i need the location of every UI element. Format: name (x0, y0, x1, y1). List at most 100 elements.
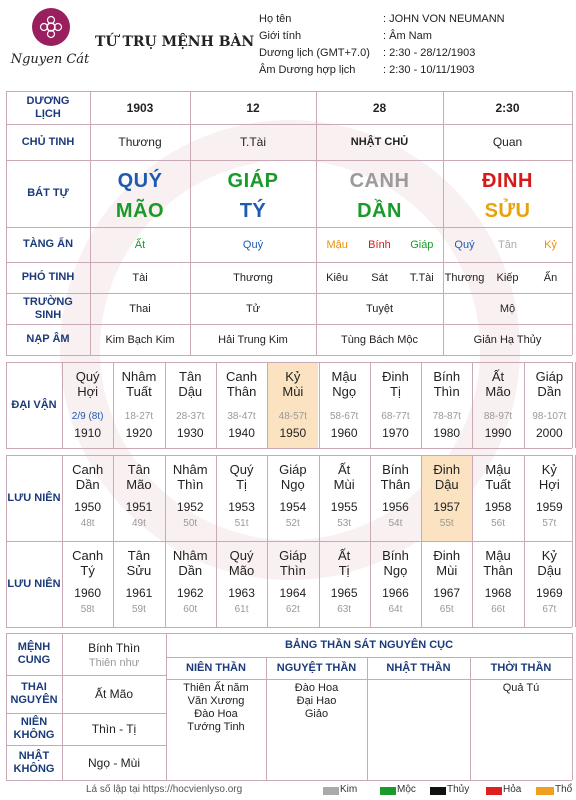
row-label-duong_lich: DƯƠNG LỊCH (26, 94, 70, 120)
luu-nien-age: 64t (388, 603, 403, 615)
dai-van-chi: Thân (226, 384, 257, 399)
dai-van-chi: Ngọ (332, 384, 357, 399)
grid-line (316, 91, 317, 355)
grid-line (318, 541, 320, 627)
than-sat-item: Tướng Tinh (187, 720, 245, 733)
luu-nien-can: Ất (338, 462, 351, 477)
than-sat-title: BẢNG THẦN SÁT NGUYÊN CỤC (284, 638, 454, 651)
than-sat-item: Quả Tú (502, 681, 540, 694)
grid-line (113, 362, 115, 448)
pillar-chi: DẦN (357, 199, 402, 222)
grid-line (572, 455, 573, 541)
dai-van-year: 1950 (279, 426, 307, 440)
luu-nien-chi: Sửu (126, 563, 152, 578)
luu-nien-age: 53t (337, 517, 352, 529)
dai-van-year: 1940 (228, 426, 255, 440)
luu-nien-year: 1951 (125, 500, 153, 514)
than-sat-header: NHẬT THẦN (386, 661, 451, 674)
grid-line (421, 362, 423, 448)
pho-tinh-item: Thương (233, 271, 273, 284)
pho-tinh-item: Thương (444, 271, 485, 284)
luu-nien-can: Canh (72, 462, 104, 477)
luu-nien-year: 1968 (484, 586, 512, 600)
than-sat-header: THỜI THẦN (490, 661, 552, 674)
tang-an-item: Ất (134, 238, 146, 251)
dai-van-can: Tân (179, 369, 202, 384)
than-sat-item: Đại Hao (296, 694, 337, 707)
pillar-chi: MÃO (115, 199, 165, 222)
truong-sinh-value: Tử (245, 302, 261, 315)
luu-nien-can: Mậu (485, 548, 511, 563)
grid-line (164, 541, 166, 627)
grid-line (6, 780, 572, 781)
pho-tinh-item: Tài (132, 271, 148, 284)
luu-nien-label: LƯU NIÊN (7, 577, 61, 590)
luu-nien-can: Đinh (433, 548, 461, 563)
luu-nien-chi: Ngọ (383, 563, 408, 578)
grid-line (166, 679, 572, 680)
grid-line (6, 455, 7, 541)
luu-nien-year: 1958 (484, 500, 512, 514)
info-label: Giới tính (259, 30, 302, 42)
row-label-truong_sinh: TRƯỜNG SINH (23, 295, 73, 321)
pillar-chu-tinh: NHẬT CHỦ (350, 136, 409, 148)
luu-nien-age: 49t (131, 517, 146, 529)
than-sat-item: Đào Hoa (194, 707, 238, 720)
grid-line (572, 633, 573, 780)
grid-line (367, 657, 368, 780)
luu-nien-can: Kỷ (541, 462, 557, 477)
luu-nien-year: 1952 (176, 500, 204, 514)
dai-van-label: ĐẠI VẬN (11, 398, 57, 411)
grid-line (6, 713, 166, 714)
grid-line (421, 541, 423, 627)
grid-line (6, 91, 572, 92)
pho-tinh-item: Kiếp (496, 271, 519, 284)
dai-van-chi: Mùi (282, 384, 304, 399)
dai-van-age: 88-97t (483, 410, 513, 422)
luu-nien-can: Tân (127, 548, 151, 563)
row-label-chu_tinh: CHỦ TINH (21, 135, 75, 148)
grid-line (267, 362, 269, 448)
grid-line (472, 455, 474, 541)
grid-line (6, 91, 7, 355)
luu-nien-year: 1969 (535, 586, 563, 600)
pillar-chi: SỬU (484, 199, 531, 222)
tang-an-item: Quý (242, 238, 264, 251)
luu-nien-year: 1954 (279, 500, 307, 514)
dai-van-year: 1910 (74, 426, 101, 440)
luu-nien-can: Bính (382, 548, 409, 563)
grid-line (318, 362, 320, 448)
dai-van-age: 48-57t (278, 410, 308, 422)
dai-van-can: Kỷ (285, 369, 301, 384)
grid-line (472, 362, 474, 448)
dai-van-highlight (268, 363, 319, 448)
dai-van-year: 1930 (176, 426, 204, 440)
luu-nien-age: 51t (234, 517, 249, 529)
grid-line (164, 455, 166, 541)
luu-nien-chi: Thân (483, 563, 513, 578)
legend-label: Kim (340, 784, 358, 795)
dai-van-year: 1980 (433, 426, 461, 440)
pho-tinh-item: Ấn (543, 271, 558, 284)
dai-van-can: Giáp (535, 369, 564, 384)
luu-nien-age: 62t (285, 603, 300, 615)
luu-nien-can: Nhâm (172, 548, 208, 563)
dai-van-year: 1970 (382, 426, 409, 440)
dai-van-year: 2000 (535, 426, 563, 440)
luu-nien-can: Canh (72, 548, 104, 563)
luu-nien-can: Đinh (433, 462, 461, 477)
grid-line (472, 541, 474, 627)
truong-sinh-value: Tuyệt (365, 302, 394, 315)
than-sat-item: Thiên Ất năm (183, 681, 249, 694)
grid-line (572, 91, 573, 355)
grid-line (6, 362, 572, 363)
luu-nien-chi: Thân (380, 477, 411, 492)
nap-am-value: Hải Trung Kim (218, 333, 288, 346)
grid-line (6, 227, 572, 228)
luu-nien-chi: Mão (228, 563, 255, 578)
grid-line (164, 362, 166, 448)
luu-nien-chi: Dần (178, 563, 203, 578)
grid-line (369, 455, 371, 541)
luu-nien-can: Mậu (485, 462, 511, 477)
luu-nien-year: 1967 (433, 586, 461, 600)
